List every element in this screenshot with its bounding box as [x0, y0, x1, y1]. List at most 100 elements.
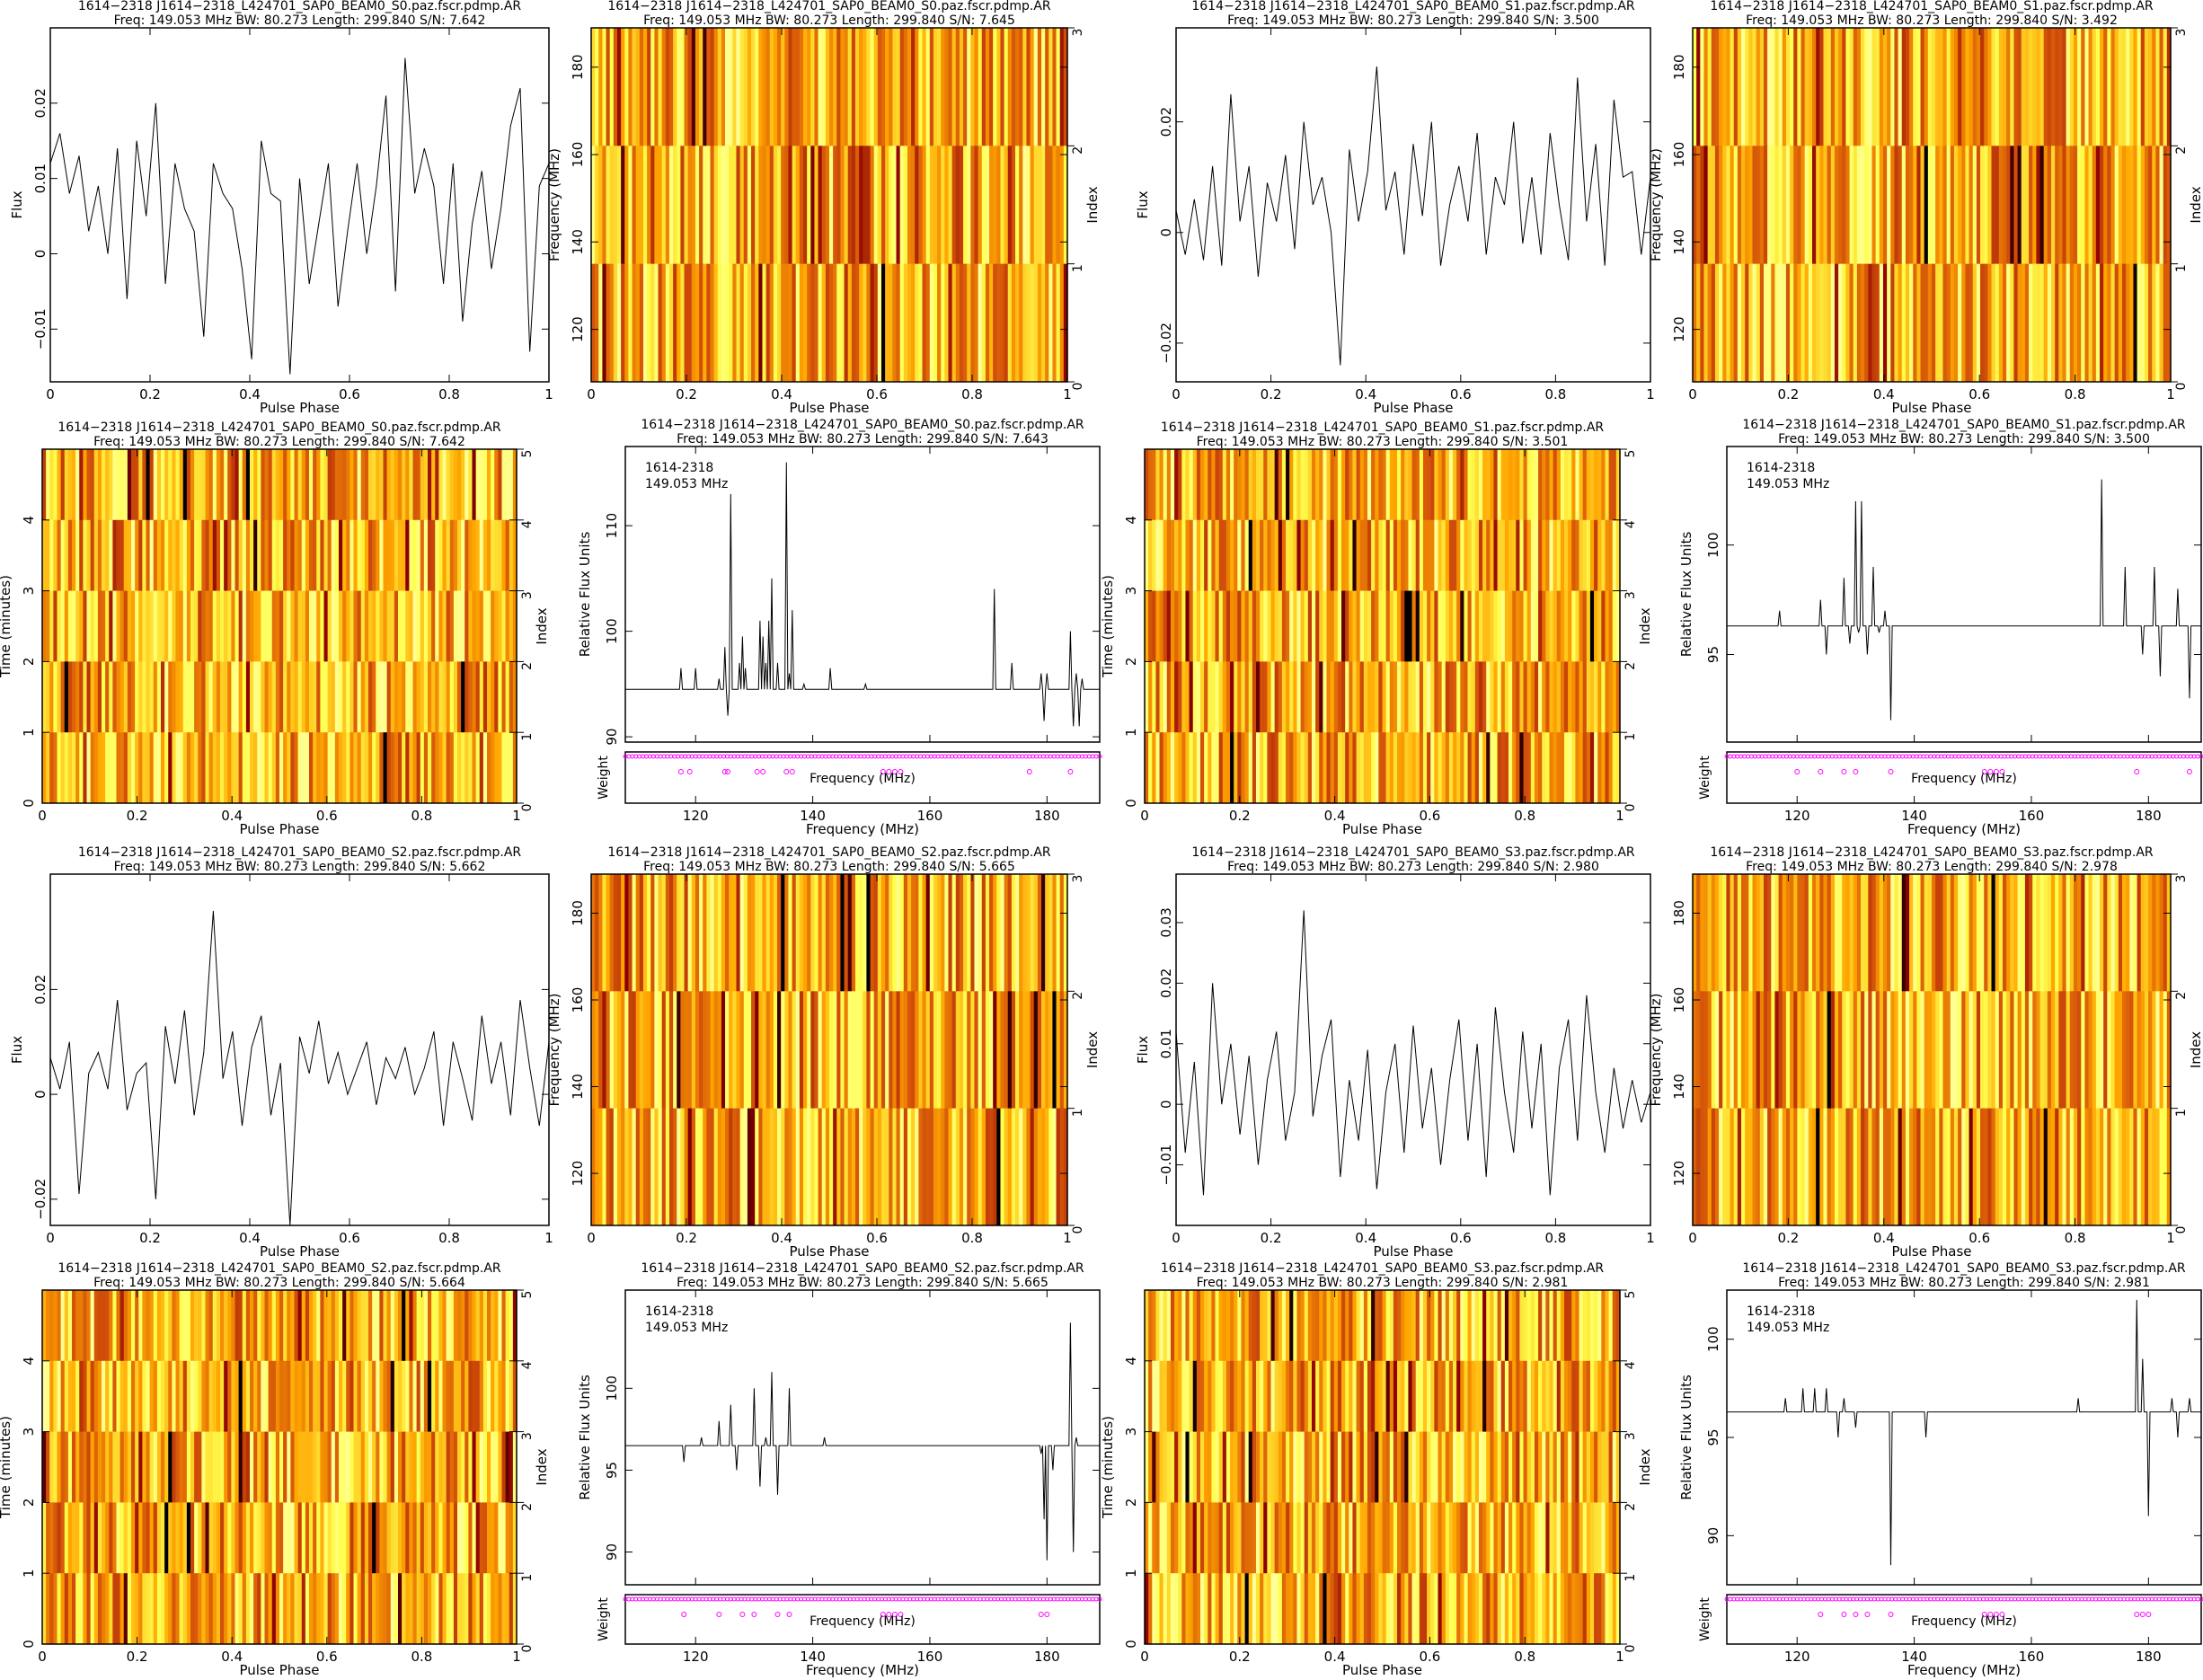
heatmap-cell [1965, 146, 1970, 265]
heatmap-cell [102, 449, 106, 521]
heatmap-cell [491, 519, 495, 592]
heatmap-cell [342, 519, 347, 592]
heatmap-cell [1771, 1108, 1776, 1226]
heatmap-cell [412, 1290, 418, 1362]
heatmap-cell [2029, 263, 2033, 383]
heatmap-cell [416, 1431, 421, 1503]
heatmap-cell [1056, 263, 1061, 383]
heatmap-cell [989, 146, 994, 265]
heatmap-cell [1519, 1360, 1525, 1433]
heatmap-cell [67, 661, 73, 733]
heatmap-cell [127, 590, 132, 662]
heatmap-cell [1571, 732, 1576, 804]
heatmap-cell [168, 449, 173, 521]
heatmap-cell [1901, 28, 1907, 146]
heatmap-cell [1323, 1431, 1328, 1503]
heatmap-cell [1615, 1431, 1621, 1503]
heatmap-cell [892, 991, 898, 1110]
heatmap-cell [1571, 1502, 1576, 1574]
heatmap-cell [1523, 1502, 1528, 1574]
x-axis-label: Pulse Phase [1891, 400, 1971, 416]
heatmap-cell [372, 1573, 376, 1645]
heatmap-cell [42, 590, 47, 662]
heatmap-cell [1790, 146, 1794, 265]
heatmap-cell [1693, 991, 1697, 1110]
heatmap-cell [109, 661, 113, 733]
heatmap-cell [1512, 1431, 1517, 1503]
heatmap-cell [1882, 874, 1888, 992]
heatmap-cell [461, 661, 465, 733]
heatmap-cell [487, 1290, 491, 1362]
heatmap-cell [1056, 28, 1061, 146]
heatmap-cell [1359, 732, 1365, 804]
heatmap-cell [1356, 661, 1361, 733]
heatmap-cell [1356, 732, 1361, 804]
weight-point-low [783, 769, 790, 774]
heatmap-cell [327, 1431, 332, 1503]
heatmap-cell [227, 590, 232, 662]
heatmap-cell [967, 874, 971, 992]
heatmap-cell [339, 732, 343, 804]
heatmap-cell [2062, 1108, 2067, 1226]
heatmap-cell [83, 1360, 88, 1433]
heatmap-cell [67, 1502, 73, 1574]
heatmap-cell [1178, 590, 1182, 662]
heatmap-cell [1871, 1108, 1877, 1226]
panel-time-phase: 1614−2318 J1614−2318_L424701_SAP0_BEAM0_… [0, 420, 550, 837]
heatmap-cell [1819, 991, 1825, 1110]
heatmap-cell [1289, 519, 1294, 592]
heatmap-cell [1304, 661, 1309, 733]
heatmap-cell [647, 28, 651, 146]
heatmap-cell [1230, 590, 1234, 662]
heatmap-cell [1467, 1502, 1473, 1574]
panel-time-phase: 1614−2318 J1614−2318_L424701_SAP0_BEAM0_… [1100, 420, 1653, 837]
heatmap-cell [951, 146, 957, 265]
heatmap-cell [751, 874, 756, 992]
heatmap-cell [2051, 146, 2056, 265]
x-tick-label: 1 [544, 1230, 553, 1246]
heatmap-cell [677, 991, 681, 1110]
heatmap-cell [1564, 1360, 1569, 1433]
heatmap-cell [313, 1502, 317, 1574]
heatmap-cell [1445, 590, 1450, 662]
heatmap-cell [1920, 1108, 1925, 1226]
heatmap-cell [261, 590, 266, 662]
heatmap-cell [1969, 874, 1974, 992]
heatmap-cell [1582, 519, 1588, 592]
heatmap-cell [383, 590, 388, 662]
heatmap-cell [1148, 1431, 1153, 1503]
heatmap-cell [2039, 146, 2045, 265]
heatmap-cell [153, 590, 158, 662]
heatmap-cell [2144, 991, 2149, 1110]
heatmap-cell [1615, 449, 1621, 521]
heatmap-cell [1500, 732, 1506, 804]
heatmap-cell [1422, 732, 1428, 804]
heatmap-cell [216, 1290, 221, 1362]
heatmap-cell [1512, 1290, 1517, 1362]
heatmap-cell [1508, 590, 1513, 662]
heatmap-cell [1323, 519, 1328, 592]
heatmap-cell [2006, 28, 2011, 146]
heatmap-cell [1441, 590, 1447, 662]
heatmap-cell [729, 28, 733, 146]
heatmap-cell [468, 1502, 473, 1574]
heatmap-cell [290, 590, 296, 662]
heatmap-cell [1199, 661, 1205, 733]
heatmap-cell [64, 449, 69, 521]
heatmap-cell [264, 590, 270, 662]
heatmap-cell [736, 146, 741, 265]
heatmap-cell [512, 590, 518, 662]
heatmap-cell [2002, 874, 2007, 992]
heatmap-cell [1972, 28, 1977, 146]
heatmap-cell [1745, 263, 1749, 383]
heatmap-cell [201, 1290, 207, 1362]
heatmap-cell [1759, 28, 1765, 146]
heatmap-cell [1059, 1108, 1065, 1226]
heatmap-cell [1218, 449, 1224, 521]
heatmap-cell [475, 661, 481, 733]
heatmap-cell [1800, 146, 1806, 265]
heatmap-cell [227, 1573, 232, 1645]
heatmap-cell [119, 1502, 125, 1574]
heatmap-cell [2140, 263, 2145, 383]
heatmap-cell [661, 1108, 667, 1226]
